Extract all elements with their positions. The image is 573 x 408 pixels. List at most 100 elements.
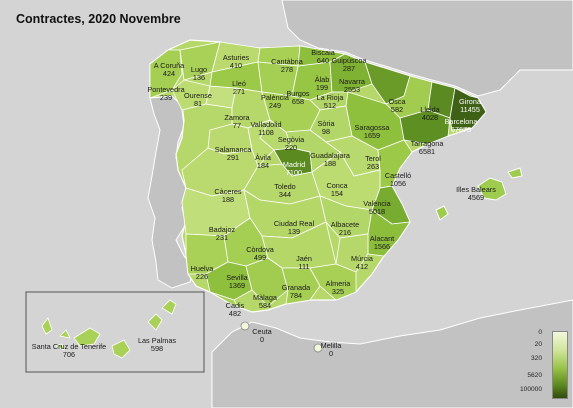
province-name: Pontevedra: [147, 85, 185, 94]
province-value: 11455: [460, 105, 480, 115]
province-label: Ceuta 0: [252, 327, 272, 345]
province-name: Burgos: [286, 89, 310, 98]
province-value: 231: [215, 233, 229, 243]
province-value: 1566: [373, 242, 391, 252]
province-name: Granada: [281, 283, 311, 292]
province-value: 512: [323, 101, 337, 111]
province-value: 412: [355, 262, 369, 272]
province-value: 136: [192, 73, 206, 83]
province-label: Lleida 4028: [420, 105, 439, 123]
color-legend: 0 20 320 5620 100000: [512, 329, 568, 399]
province-label: Càceres 188: [214, 187, 242, 205]
province-name: Lleó: [232, 79, 246, 88]
province-name: Badajoz: [208, 225, 236, 234]
province-name: Barcelona: [444, 117, 478, 126]
province-name: Cadis: [225, 301, 245, 310]
province-name: Melilla: [320, 341, 342, 350]
province-value: 640: [316, 56, 330, 66]
legend-tick: 0: [538, 329, 542, 336]
province-label: A Coruña 424: [154, 61, 184, 79]
province-name: Còrdova: [246, 245, 274, 254]
province-label: Madrid 7100: [282, 160, 306, 178]
map-title: Contractes, 2020 Novembre: [16, 12, 181, 26]
province-label: Màlaga 584: [253, 293, 277, 311]
province-label: Múrcia 412: [351, 254, 373, 272]
neighbor-balearic-outline: [477, 177, 507, 201]
legend-gradient: [552, 331, 568, 399]
province-name: Zamora: [224, 113, 250, 122]
province-label: Segòvia 220: [278, 135, 304, 153]
province-label: Saragossa 1659: [355, 123, 390, 141]
province-value: 111: [298, 262, 310, 272]
province-name: Castelló: [384, 171, 412, 180]
province-name: La Rioja: [316, 93, 344, 102]
province-label: Alacant 1566: [369, 234, 395, 252]
province-name: Jaén: [296, 254, 312, 263]
melilla-marker: [313, 343, 323, 353]
province-value: 249: [268, 101, 282, 111]
province-name: Biscaia: [311, 48, 335, 57]
legend-tick: 5620: [527, 372, 542, 379]
province-value: 1108: [258, 128, 274, 138]
province-value: 216: [338, 228, 352, 238]
legend-tick: 100000: [519, 386, 542, 393]
province-value: 188: [221, 195, 235, 205]
province-label: Còrdova 499: [246, 245, 274, 263]
province-label: Ourense 81: [184, 91, 212, 109]
province-label: Illes Balears 4569: [456, 185, 496, 203]
province-name: Càceres: [214, 187, 242, 196]
province-value: 199: [315, 83, 329, 93]
province-value: 67675: [450, 125, 472, 135]
province-name: Ciudad Real: [273, 219, 315, 228]
province-label: Asturies 410: [223, 53, 249, 71]
province-label: Àvila 184: [255, 153, 271, 171]
province-label: Tarragona 6581: [411, 139, 444, 157]
province-name: Múrcia: [351, 254, 373, 263]
province-label: Huelva 226: [191, 264, 214, 282]
province-label: Biscaia 640: [311, 48, 335, 66]
province-label: Badajoz 231: [208, 225, 236, 243]
province-value: 4569: [467, 193, 485, 203]
province-value: 7100: [285, 168, 303, 178]
province-value: 344: [278, 190, 292, 200]
province-name: Guadalajara: [310, 151, 350, 160]
province-value: 582: [390, 105, 404, 115]
province-value: 658: [291, 97, 305, 107]
province-label: Albacete 216: [331, 220, 359, 238]
province-value: 139: [287, 227, 301, 237]
province-name: València: [363, 199, 391, 208]
province-value: 98: [321, 127, 331, 137]
province-value: 287: [342, 64, 356, 74]
province-label: Guadalajara 188: [310, 151, 350, 169]
province-name: Madrid: [282, 160, 306, 169]
province-value: 2553: [343, 85, 361, 95]
province-label: Osca 582: [388, 97, 405, 115]
province-value: 0: [328, 349, 334, 359]
province-name: Ceuta: [252, 327, 272, 336]
province-name: Alacant: [369, 234, 395, 243]
province-label: Castelló 1056: [384, 171, 412, 189]
province-label: Valladolid 1108: [250, 120, 282, 138]
province-label: Guipúscoa 287: [332, 56, 367, 74]
province-value: 4028: [421, 113, 439, 123]
canary-inset-frame: [25, 291, 205, 373]
province-name: Valladolid: [250, 120, 282, 129]
province-value: 325: [331, 287, 345, 297]
province-label: Ciudad Real 139: [273, 219, 315, 237]
province-value: 226: [195, 272, 209, 282]
legend-tick: 20: [534, 341, 542, 348]
province-name: Las Palmas: [137, 336, 177, 345]
province-label: Barcelona 67675: [444, 117, 478, 135]
province-label: Pontevedra 239: [147, 85, 185, 103]
ceuta-marker: [240, 321, 250, 331]
province-value: 184: [256, 161, 270, 171]
province-value: 1056: [389, 179, 407, 189]
province-label: Toledo 344: [274, 182, 296, 200]
province-label: Terol 263: [365, 154, 381, 172]
province-label: Àlab 199: [315, 75, 330, 93]
province-name: Illes Balears: [456, 185, 496, 194]
province-label: Girona 11455: [459, 97, 481, 115]
province-value: 278: [280, 65, 294, 75]
